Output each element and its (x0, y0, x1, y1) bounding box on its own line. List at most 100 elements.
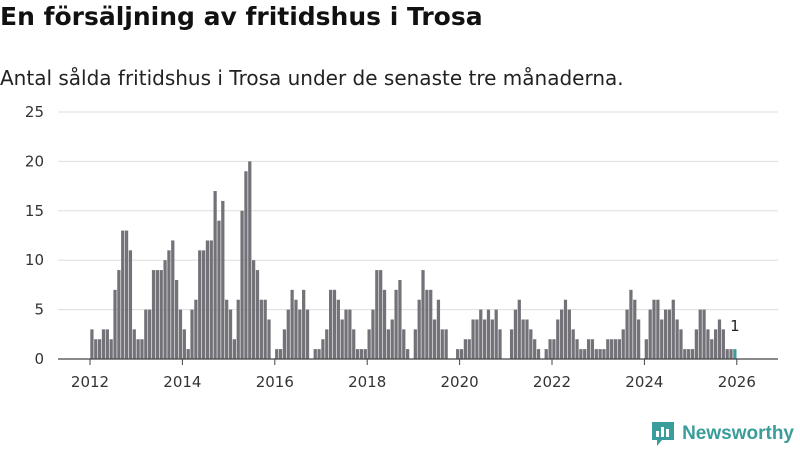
bar (140, 339, 144, 359)
bar (706, 329, 710, 359)
bar (367, 329, 371, 359)
bar (629, 289, 633, 359)
bar (444, 329, 448, 359)
bar (321, 339, 325, 359)
bar (317, 349, 321, 359)
x-tick-label: 2018 (348, 373, 386, 391)
bar (536, 349, 541, 359)
bar (517, 299, 521, 359)
bar (710, 339, 714, 359)
bar (663, 309, 668, 359)
bar (479, 309, 483, 359)
bar (94, 339, 98, 359)
bar (275, 349, 279, 359)
bar (136, 339, 140, 359)
x-tick-label: 2020 (441, 373, 479, 391)
bar (290, 289, 294, 359)
bar (159, 270, 163, 359)
bar (721, 329, 725, 359)
bar (675, 319, 679, 359)
chart-subtitle: Antal sålda fritidshus i Trosa under de … (0, 66, 624, 90)
bar (459, 349, 464, 359)
bar (244, 171, 248, 359)
bar (209, 240, 213, 359)
bar (525, 319, 529, 359)
bar (390, 319, 394, 359)
y-tick-label: 25 (25, 103, 44, 121)
bar (282, 329, 287, 359)
newsworthy-logo[interactable]: Newsworthy (650, 421, 794, 447)
bar (117, 270, 121, 359)
bar (656, 299, 660, 359)
bar (521, 319, 525, 359)
bar (124, 230, 129, 359)
bar (175, 279, 179, 359)
bar (432, 319, 437, 359)
bar (563, 299, 568, 359)
bar (575, 339, 579, 359)
bar (302, 289, 306, 359)
bar (667, 309, 672, 359)
bar (413, 329, 417, 359)
bar (109, 339, 113, 359)
bar (694, 329, 698, 359)
bar (513, 309, 518, 359)
bar (606, 339, 610, 359)
bar (144, 309, 148, 359)
bar (671, 299, 675, 359)
bar (529, 329, 533, 359)
bar (225, 299, 229, 359)
bar (248, 161, 252, 359)
bar (382, 289, 387, 359)
bar (128, 250, 133, 359)
bar (633, 299, 637, 359)
bar (332, 289, 337, 359)
bar (483, 319, 487, 359)
bar (613, 339, 618, 359)
bar (305, 309, 310, 359)
bar (348, 309, 352, 359)
bar (552, 339, 556, 359)
bar (687, 349, 691, 359)
bar (463, 339, 467, 359)
bar (429, 289, 433, 359)
bar (440, 329, 444, 359)
bar (236, 299, 240, 359)
bar (255, 270, 260, 359)
bar (232, 339, 236, 359)
bar (259, 299, 263, 359)
bar (486, 309, 491, 359)
bar (652, 299, 656, 359)
bar (583, 349, 587, 359)
bar (379, 270, 383, 359)
bar (217, 220, 221, 359)
bar (163, 260, 167, 359)
bar (278, 349, 283, 359)
bar (679, 329, 683, 359)
y-tick-label: 10 (25, 251, 44, 269)
bar (194, 299, 198, 359)
bar (598, 349, 602, 359)
bar (398, 279, 402, 359)
y-tick-label: 0 (34, 350, 44, 368)
bar (352, 329, 356, 359)
bar (602, 349, 606, 359)
x-tick-label: 2014 (163, 373, 201, 391)
bar (325, 329, 329, 359)
brand-name: Newsworthy (682, 423, 794, 444)
bar (498, 329, 502, 359)
bar (533, 339, 537, 359)
bar (567, 309, 571, 359)
x-tick-label: 2026 (718, 373, 756, 391)
bar (494, 309, 498, 359)
bar (221, 200, 225, 359)
bar (394, 289, 398, 359)
bar (178, 309, 183, 359)
bar (90, 329, 94, 359)
bar (105, 329, 109, 359)
bar (228, 309, 233, 359)
bar (690, 349, 695, 359)
bar (729, 349, 733, 359)
bar (198, 250, 202, 359)
